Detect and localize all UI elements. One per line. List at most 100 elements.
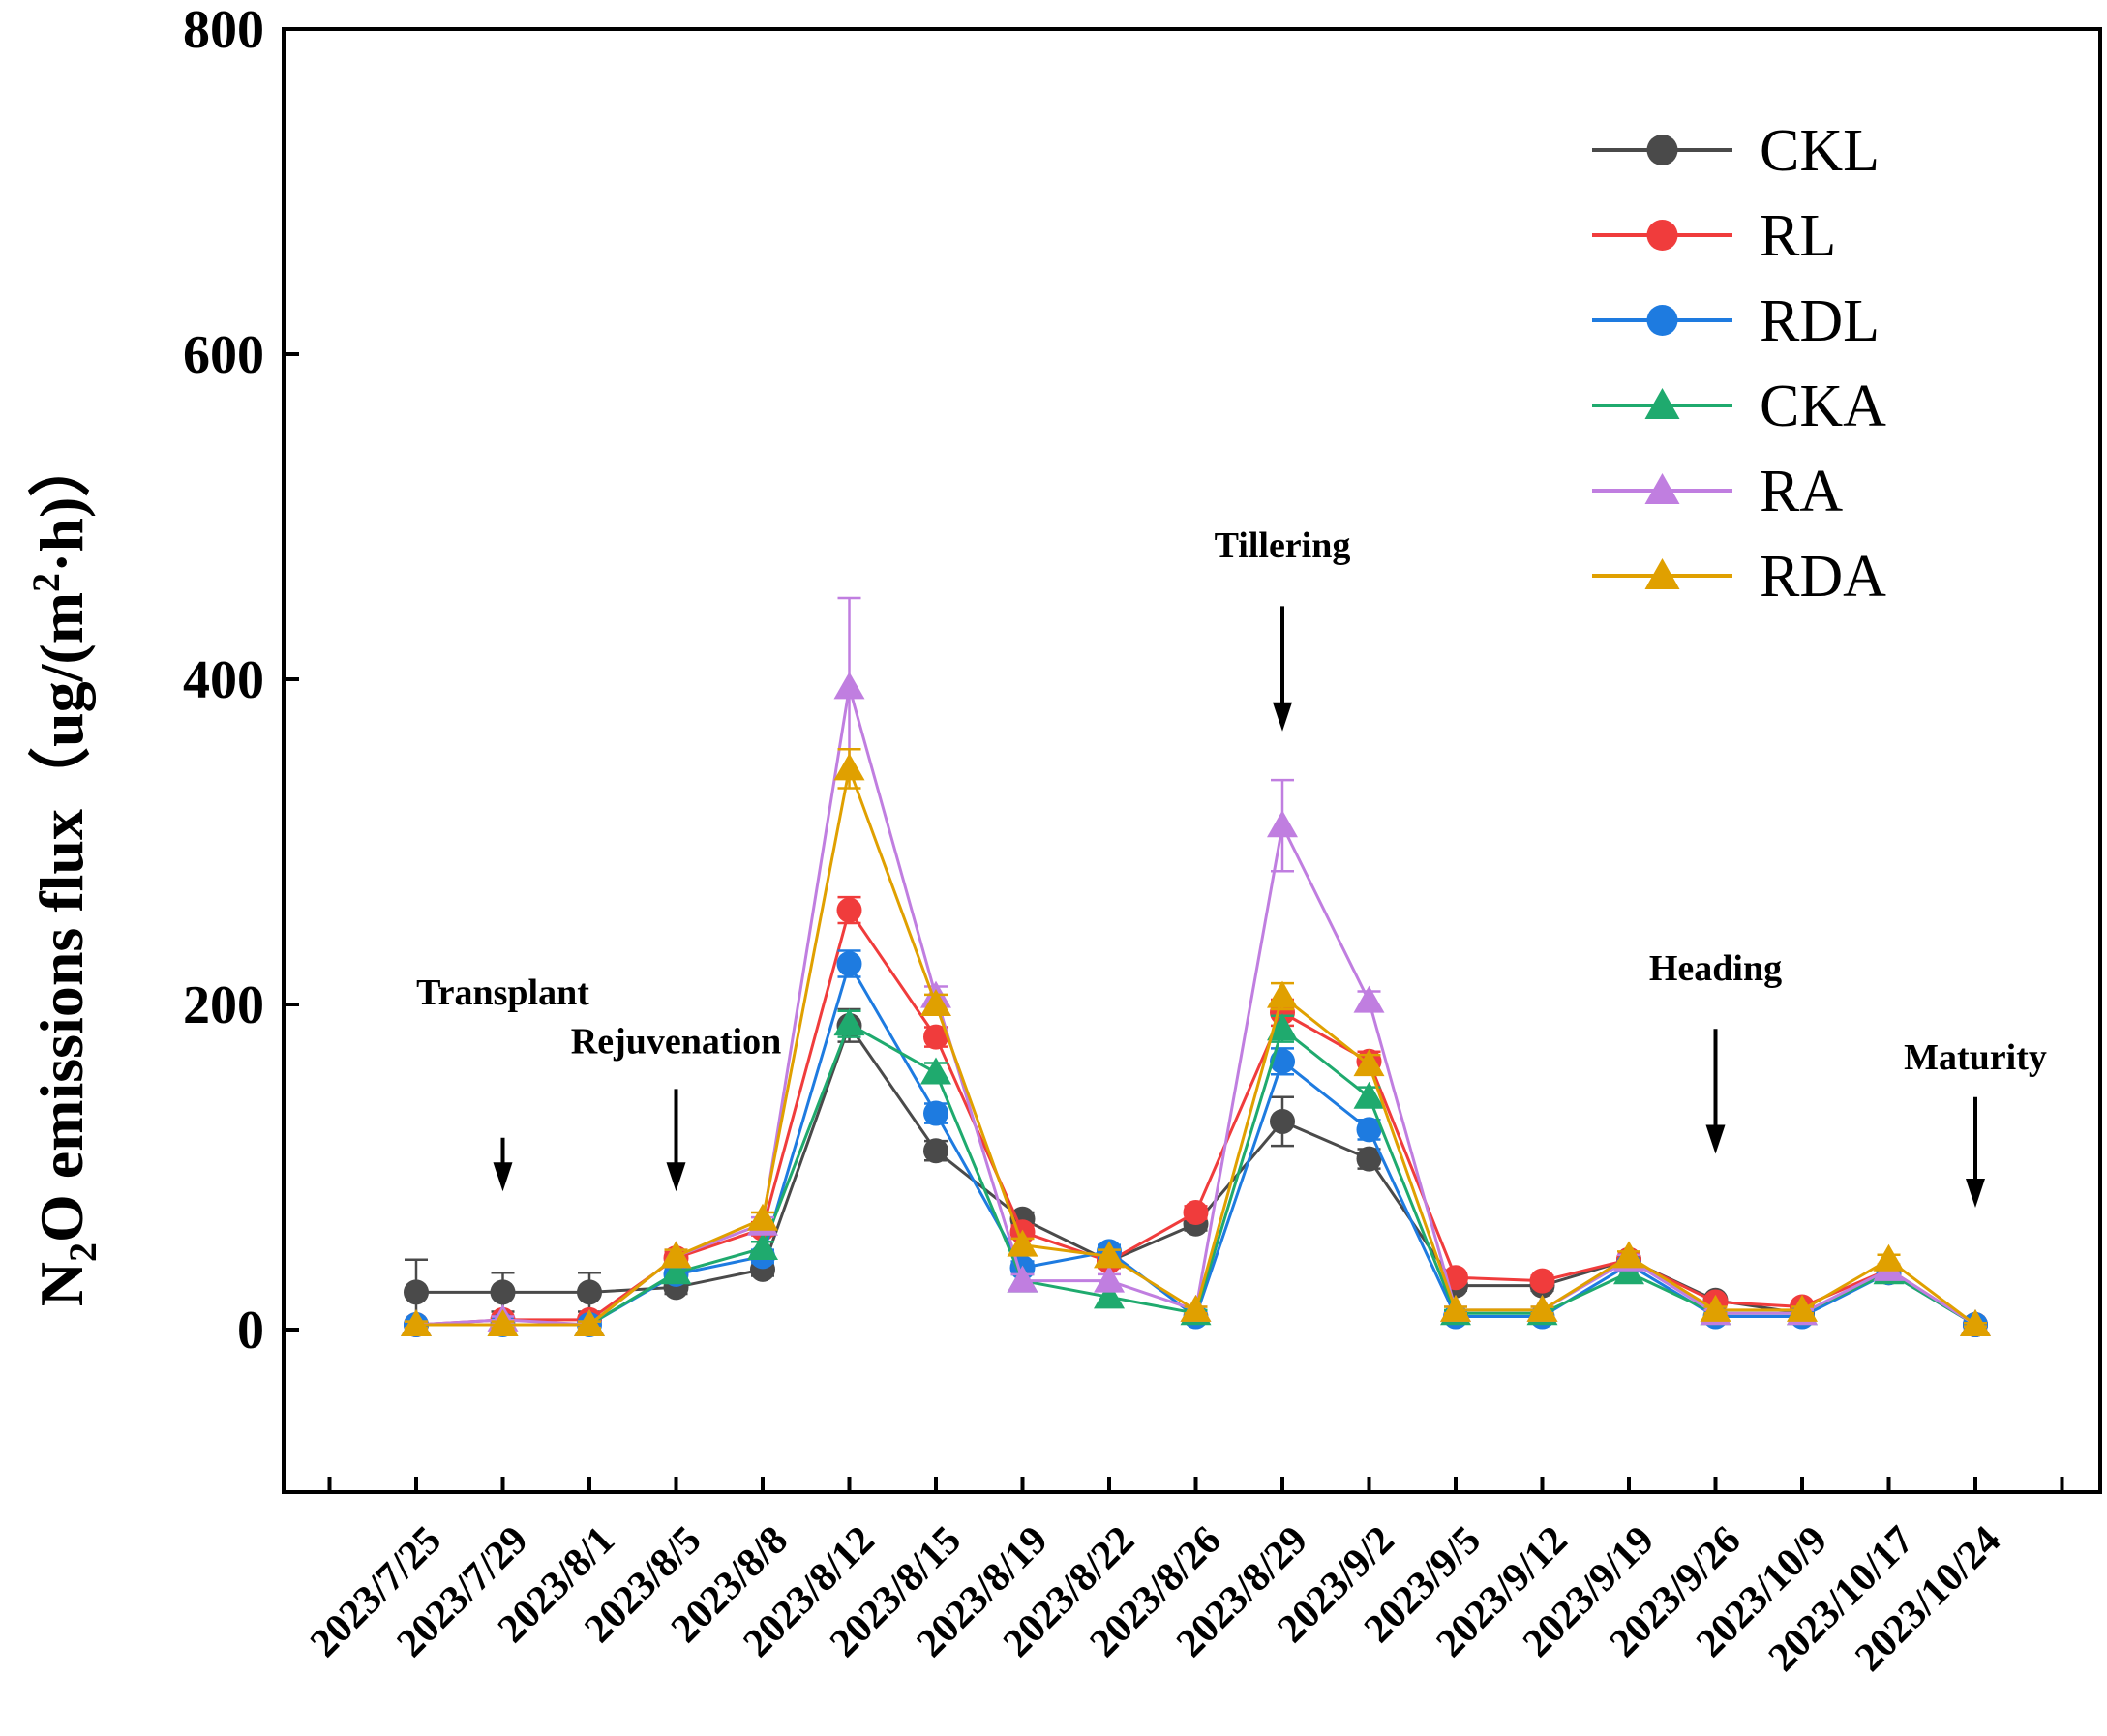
y-axis-label-sup: 2 xyxy=(24,573,68,592)
data-point-ra xyxy=(1094,1265,1125,1293)
data-point-rda xyxy=(1700,1294,1731,1322)
data-point-rda xyxy=(747,1203,778,1231)
stage-annotation: Heading xyxy=(1649,948,1782,1154)
legend-item-rl: RL xyxy=(1592,203,1836,269)
data-point-rdl xyxy=(836,951,862,976)
data-point-rda xyxy=(1526,1294,1558,1322)
legend-marker xyxy=(1644,473,1680,504)
stage-arrow-head xyxy=(1966,1179,1985,1208)
legend-marker xyxy=(1646,220,1678,251)
plot-area-frame xyxy=(282,27,2102,1494)
data-point-rda xyxy=(920,989,951,1016)
data-point-rda xyxy=(833,753,865,781)
data-point-rdl xyxy=(1270,1048,1295,1074)
data-point-ckl xyxy=(923,1138,948,1164)
series-line-ckl xyxy=(416,1022,1976,1327)
data-point-rda xyxy=(1787,1294,1818,1322)
stage-annotation: Transplant xyxy=(416,973,589,1192)
legend-item-cka: CKA xyxy=(1592,374,1886,439)
stage-arrow-head xyxy=(666,1162,686,1192)
series-rda xyxy=(401,747,1991,1336)
y-tick-label: 800 xyxy=(183,0,264,60)
annotations: Transplant Rejuvenation Tillering Heading Ma… xyxy=(416,525,2047,1208)
y-tick-label: 400 xyxy=(183,650,264,710)
data-point-ckl xyxy=(1356,1146,1382,1172)
data-point-rda xyxy=(1007,1229,1038,1257)
data-point-ra xyxy=(1353,985,1385,1013)
data-point-ra xyxy=(1267,810,1298,838)
data-point-rda xyxy=(1440,1294,1471,1322)
data-point-ckl xyxy=(1270,1108,1295,1134)
legend: CKL RL RDL CKA RA RDA xyxy=(1592,118,1886,610)
legend-item-ra: RA xyxy=(1592,459,1843,524)
data-point-ra xyxy=(1007,1265,1038,1293)
y-axis-label-prefix: N xyxy=(27,1262,96,1306)
stage-label: Heading xyxy=(1649,948,1782,989)
data-point-rda xyxy=(1960,1308,1991,1336)
stage-annotation: Maturity xyxy=(1904,1037,2047,1208)
stage-arrow-head xyxy=(1273,702,1292,732)
data-point-ckl xyxy=(577,1279,602,1305)
legend-label: RA xyxy=(1760,459,1843,524)
stage-label: Maturity xyxy=(1904,1037,2047,1078)
data-point-rda xyxy=(1267,980,1298,1008)
data-point-rda xyxy=(487,1308,519,1336)
y-axis-label-sub: 2 xyxy=(61,1242,105,1262)
data-point-ra xyxy=(833,672,865,700)
data-point-ckl xyxy=(490,1279,516,1305)
legend-item-ckl: CKL xyxy=(1592,118,1880,184)
legend-marker xyxy=(1646,135,1678,165)
data-point-ckl xyxy=(404,1279,429,1305)
y-tick-label: 0 xyxy=(237,1301,264,1361)
stage-arrow-head xyxy=(1705,1124,1726,1154)
stage-annotation: Rejuvenation xyxy=(571,1021,781,1192)
data-point-cka xyxy=(660,1257,692,1285)
data-point-rl xyxy=(1529,1268,1555,1294)
legend-marker xyxy=(1644,558,1680,589)
legend-label: CKA xyxy=(1760,374,1886,439)
data-point-rda xyxy=(1873,1243,1905,1272)
y-axis-label-mid: O emissions flux（ug/(m xyxy=(27,592,96,1242)
data-point-rda xyxy=(401,1308,432,1336)
series-line-cka xyxy=(416,1022,1976,1327)
data-point-rda xyxy=(1094,1241,1125,1269)
stage-label: Transplant xyxy=(416,973,589,1013)
data-point-rda xyxy=(660,1241,692,1269)
data-point-cka xyxy=(747,1233,778,1260)
stage-label: Rejuvenation xyxy=(571,1021,781,1062)
data-point-rda xyxy=(574,1308,605,1336)
data-point-rda xyxy=(1613,1241,1644,1269)
data-point-rda xyxy=(1180,1294,1212,1322)
series-layer xyxy=(401,596,1991,1337)
y-tick-label: 600 xyxy=(183,325,264,385)
legend-label: RDA xyxy=(1760,544,1886,610)
legend-marker xyxy=(1644,388,1680,419)
x-axis: 2023/7/252023/7/292023/8/12023/8/52023/8… xyxy=(302,1477,2064,1680)
stage-label: Tillering xyxy=(1215,525,1351,566)
y-axis-label-suffix: ·h)） xyxy=(27,435,96,573)
legend-label: CKL xyxy=(1760,118,1880,184)
data-point-rdl xyxy=(1356,1117,1382,1143)
y-axis: 0 200 400 600 800 xyxy=(183,0,299,1361)
data-point-cka xyxy=(1353,1081,1385,1109)
data-point-rl xyxy=(836,897,862,923)
legend-item-rdl: RDL xyxy=(1592,288,1880,354)
series-line-rdl xyxy=(416,960,1976,1327)
y-tick-label: 200 xyxy=(183,975,264,1035)
legend-marker xyxy=(1646,305,1678,336)
data-point-rl xyxy=(923,1024,948,1050)
legend-label: RDL xyxy=(1760,288,1880,354)
data-point-cka xyxy=(1094,1281,1125,1309)
data-point-rl xyxy=(1183,1200,1209,1226)
stage-annotation: Tillering xyxy=(1215,525,1351,732)
data-point-cka xyxy=(1267,1013,1298,1041)
data-point-cka xyxy=(920,1057,951,1085)
data-point-rda xyxy=(1353,1049,1385,1077)
legend-item-rda: RDA xyxy=(1592,544,1886,610)
y-axis-label: N2O emissions flux（ug/(m2·h)） xyxy=(24,435,105,1307)
data-point-rdl xyxy=(923,1100,948,1126)
data-point-cka xyxy=(833,1008,865,1036)
series-rdl xyxy=(404,949,1988,1337)
legend-label: RL xyxy=(1760,203,1836,269)
